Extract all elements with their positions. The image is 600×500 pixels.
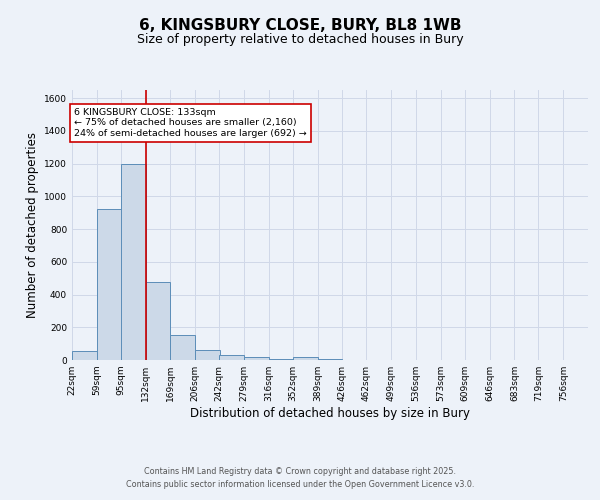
Bar [121,164,146,360]
Bar [170,336,195,360]
Text: 6, KINGSBURY CLOSE, BURY, BL8 1WB: 6, KINGSBURY CLOSE, BURY, BL8 1WB [139,18,461,32]
Bar [195,350,220,360]
Text: Size of property relative to detached houses in Bury: Size of property relative to detached ho… [137,32,463,46]
Bar [97,210,122,360]
Y-axis label: Number of detached properties: Number of detached properties [26,132,38,318]
Bar [72,351,97,360]
Text: Contains public sector information licensed under the Open Government Licence v3: Contains public sector information licen… [126,480,474,489]
Bar [317,359,343,360]
Bar [219,355,244,360]
Text: Contains HM Land Registry data © Crown copyright and database right 2025.: Contains HM Land Registry data © Crown c… [144,467,456,476]
Bar [146,282,170,360]
Text: 6 KINGSBURY CLOSE: 133sqm
← 75% of detached houses are smaller (2,160)
24% of se: 6 KINGSBURY CLOSE: 133sqm ← 75% of detac… [74,108,307,138]
Bar [244,356,269,360]
Bar [293,356,317,360]
Bar [269,359,293,360]
X-axis label: Distribution of detached houses by size in Bury: Distribution of detached houses by size … [190,407,470,420]
